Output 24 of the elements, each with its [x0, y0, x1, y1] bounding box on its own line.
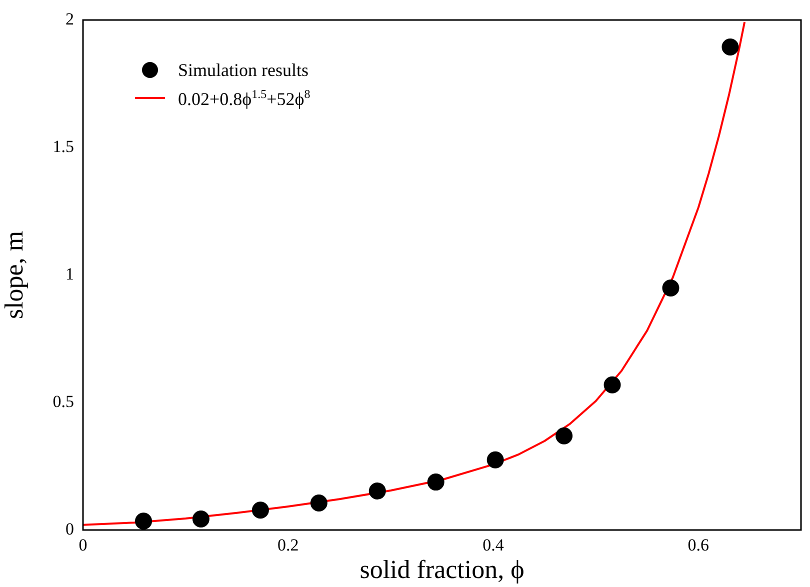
point [604, 376, 621, 394]
point [556, 427, 573, 444]
point [135, 512, 152, 530]
y-tick-label: 0.5 [52, 392, 74, 411]
legend-label: 0.02+0.8ϕ$^{1.5}$+52ϕ$^{8}$ [178, 86, 310, 110]
y-tick-label: 0 [66, 519, 74, 538]
point [310, 494, 328, 512]
x-tick-label: 0.6 [688, 536, 710, 555]
x-tick-label: 0.4 [482, 536, 504, 555]
point [252, 502, 269, 519]
x-tick-label: 0 [78, 536, 88, 555]
point [368, 482, 386, 500]
y-axis-title: slope, m [0, 230, 28, 320]
legend-label: Simulation results [178, 60, 308, 80]
point [722, 38, 739, 56]
point [427, 474, 444, 491]
x-tick-label: 0.2 [278, 536, 299, 555]
point [662, 280, 680, 297]
point [486, 451, 504, 468]
point [192, 510, 210, 528]
y-tick-label: 2 [66, 9, 74, 28]
x-axis-title: solid fraction, ϕ [360, 555, 524, 584]
y-tick-label: 1.5 [52, 136, 74, 156]
y-tick-label: 1 [66, 264, 74, 284]
